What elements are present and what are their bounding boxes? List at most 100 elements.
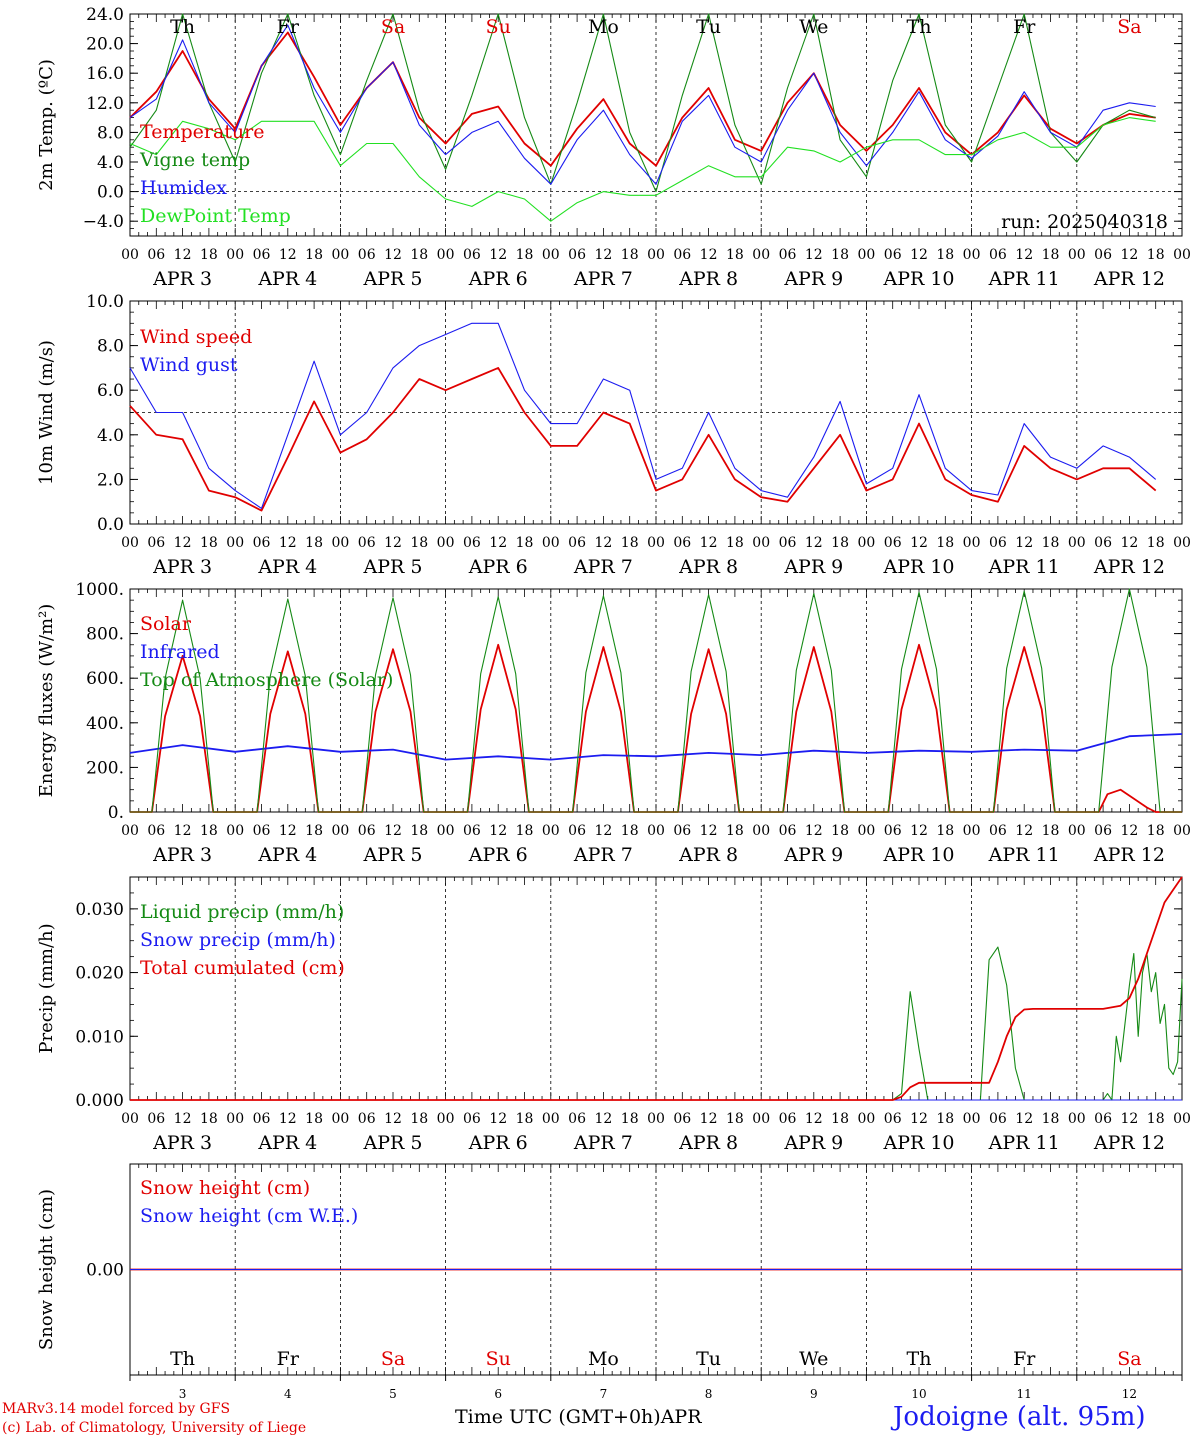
y-tick-label: 0.	[108, 803, 124, 823]
y-tick-label: 12.0	[86, 94, 124, 114]
legend-entry: Snow precip (mm/h)	[140, 929, 336, 951]
date-label: APR 9	[783, 556, 843, 578]
series-line	[129, 322, 1157, 509]
hour-label: 12	[805, 247, 823, 263]
legend-entry: Wind speed	[140, 326, 252, 348]
series-line	[129, 24, 1156, 185]
hour-label: 00	[542, 1111, 560, 1127]
date-label: APR 4	[257, 556, 317, 578]
station-name: Jodoigne (alt. 95m)	[893, 1402, 1146, 1432]
hour-label: 18	[726, 1111, 744, 1127]
y-tick-label: 0.000	[75, 1091, 124, 1111]
date-label: APR 6	[468, 1132, 528, 1154]
hour-label: 18	[831, 823, 849, 839]
date-label: APR 8	[678, 844, 738, 866]
date-label: APR 11	[988, 844, 1060, 866]
hour-label: 18	[936, 535, 954, 551]
hour-label: 18	[200, 1111, 218, 1127]
y-tick-label: 24.0	[86, 5, 124, 25]
date-label: APR 7	[573, 1132, 633, 1154]
hour-label: 18	[1042, 823, 1060, 839]
hour-label: 18	[516, 247, 534, 263]
date-label: APR 5	[363, 844, 423, 866]
hour-label: 06	[463, 535, 481, 551]
hour-label: 18	[305, 1111, 323, 1127]
day-number: 3	[179, 1387, 187, 1401]
y-tick-label: 20.0	[86, 35, 124, 55]
hour-label: 12	[279, 1111, 297, 1127]
legend-entry: Snow height (cm W.E.)	[140, 1205, 358, 1227]
y-tick-label: 8.0	[97, 123, 124, 143]
lab-credit: (c) Lab. of Climatology, University of L…	[2, 1420, 307, 1436]
hour-label: 00	[226, 823, 244, 839]
hour-label: 18	[936, 1111, 954, 1127]
hour-label: 12	[700, 1111, 718, 1127]
hour-label: 12	[594, 1111, 612, 1127]
date-label: APR 9	[783, 268, 843, 290]
hour-label: 06	[989, 535, 1007, 551]
hour-label: 12	[1015, 535, 1033, 551]
hour-label: 06	[1094, 1111, 1112, 1127]
y-axis-label: Energy fluxes (W/m²)	[36, 604, 57, 798]
hour-label: 18	[1042, 247, 1060, 263]
hour-label: 06	[253, 823, 271, 839]
date-label: APR 12	[1093, 268, 1165, 290]
model-credit: MARv3.14 model forced by GFS	[2, 1401, 231, 1417]
y-tick-label: 0.020	[75, 964, 124, 984]
y-tick-label: 8.0	[97, 337, 124, 357]
hour-label: 00	[647, 247, 665, 263]
hour-label: 06	[779, 1111, 797, 1127]
hour-label: 00	[542, 823, 560, 839]
y-axis-label: 10m Wind (m/s)	[36, 340, 57, 485]
hour-label: 00	[1173, 535, 1191, 551]
hour-label: 00	[331, 247, 349, 263]
date-label: APR 11	[988, 556, 1060, 578]
day-label: Fr	[277, 16, 300, 38]
date-label: APR 6	[468, 556, 528, 578]
hour-label: 06	[463, 1111, 481, 1127]
hour-label: 12	[279, 823, 297, 839]
hour-label: 06	[673, 247, 691, 263]
hour-label: 12	[174, 535, 192, 551]
date-label: APR 10	[882, 556, 954, 578]
legend-entry: Liquid precip (mm/h)	[140, 901, 344, 923]
hour-label: 06	[358, 247, 376, 263]
hour-label: 00	[857, 823, 875, 839]
hour-label: 00	[121, 535, 139, 551]
hour-label: 00	[1173, 247, 1191, 263]
hour-label: 12	[384, 1111, 402, 1127]
series-line	[130, 588, 1182, 813]
y-tick-label: 2.0	[97, 470, 124, 490]
day-label: Tu	[696, 16, 721, 38]
hour-label: 06	[884, 535, 902, 551]
hour-label: 18	[1042, 535, 1060, 551]
hour-label: 12	[805, 823, 823, 839]
hour-label: 00	[542, 247, 560, 263]
hour-label: 00	[226, 247, 244, 263]
hour-label: 00	[226, 1111, 244, 1127]
legend-entry: Total cumulated (cm)	[140, 957, 345, 979]
day-number: 5	[389, 1387, 397, 1401]
hour-label: 18	[516, 535, 534, 551]
hour-label: 00	[437, 1111, 455, 1127]
hour-label: 12	[700, 535, 718, 551]
hour-label: 18	[936, 247, 954, 263]
hour-label: 06	[779, 823, 797, 839]
hour-label: 18	[1042, 1111, 1060, 1127]
hour-label: 12	[700, 823, 718, 839]
hour-label: 06	[568, 823, 586, 839]
hour-label: 00	[542, 535, 560, 551]
hour-label: 18	[410, 247, 428, 263]
legend-entry: DewPoint Temp	[140, 205, 291, 227]
hour-label: 18	[200, 823, 218, 839]
hour-label: 06	[463, 247, 481, 263]
hour-label: 12	[700, 247, 718, 263]
y-tick-label: 0.010	[75, 1027, 124, 1047]
date-label: APR 5	[363, 1132, 423, 1154]
hour-label: 06	[568, 535, 586, 551]
hour-label: 06	[989, 247, 1007, 263]
day-number: 10	[911, 1387, 926, 1401]
hour-label: 18	[726, 535, 744, 551]
date-label: APR 6	[468, 268, 528, 290]
day-number: 8	[705, 1387, 713, 1401]
